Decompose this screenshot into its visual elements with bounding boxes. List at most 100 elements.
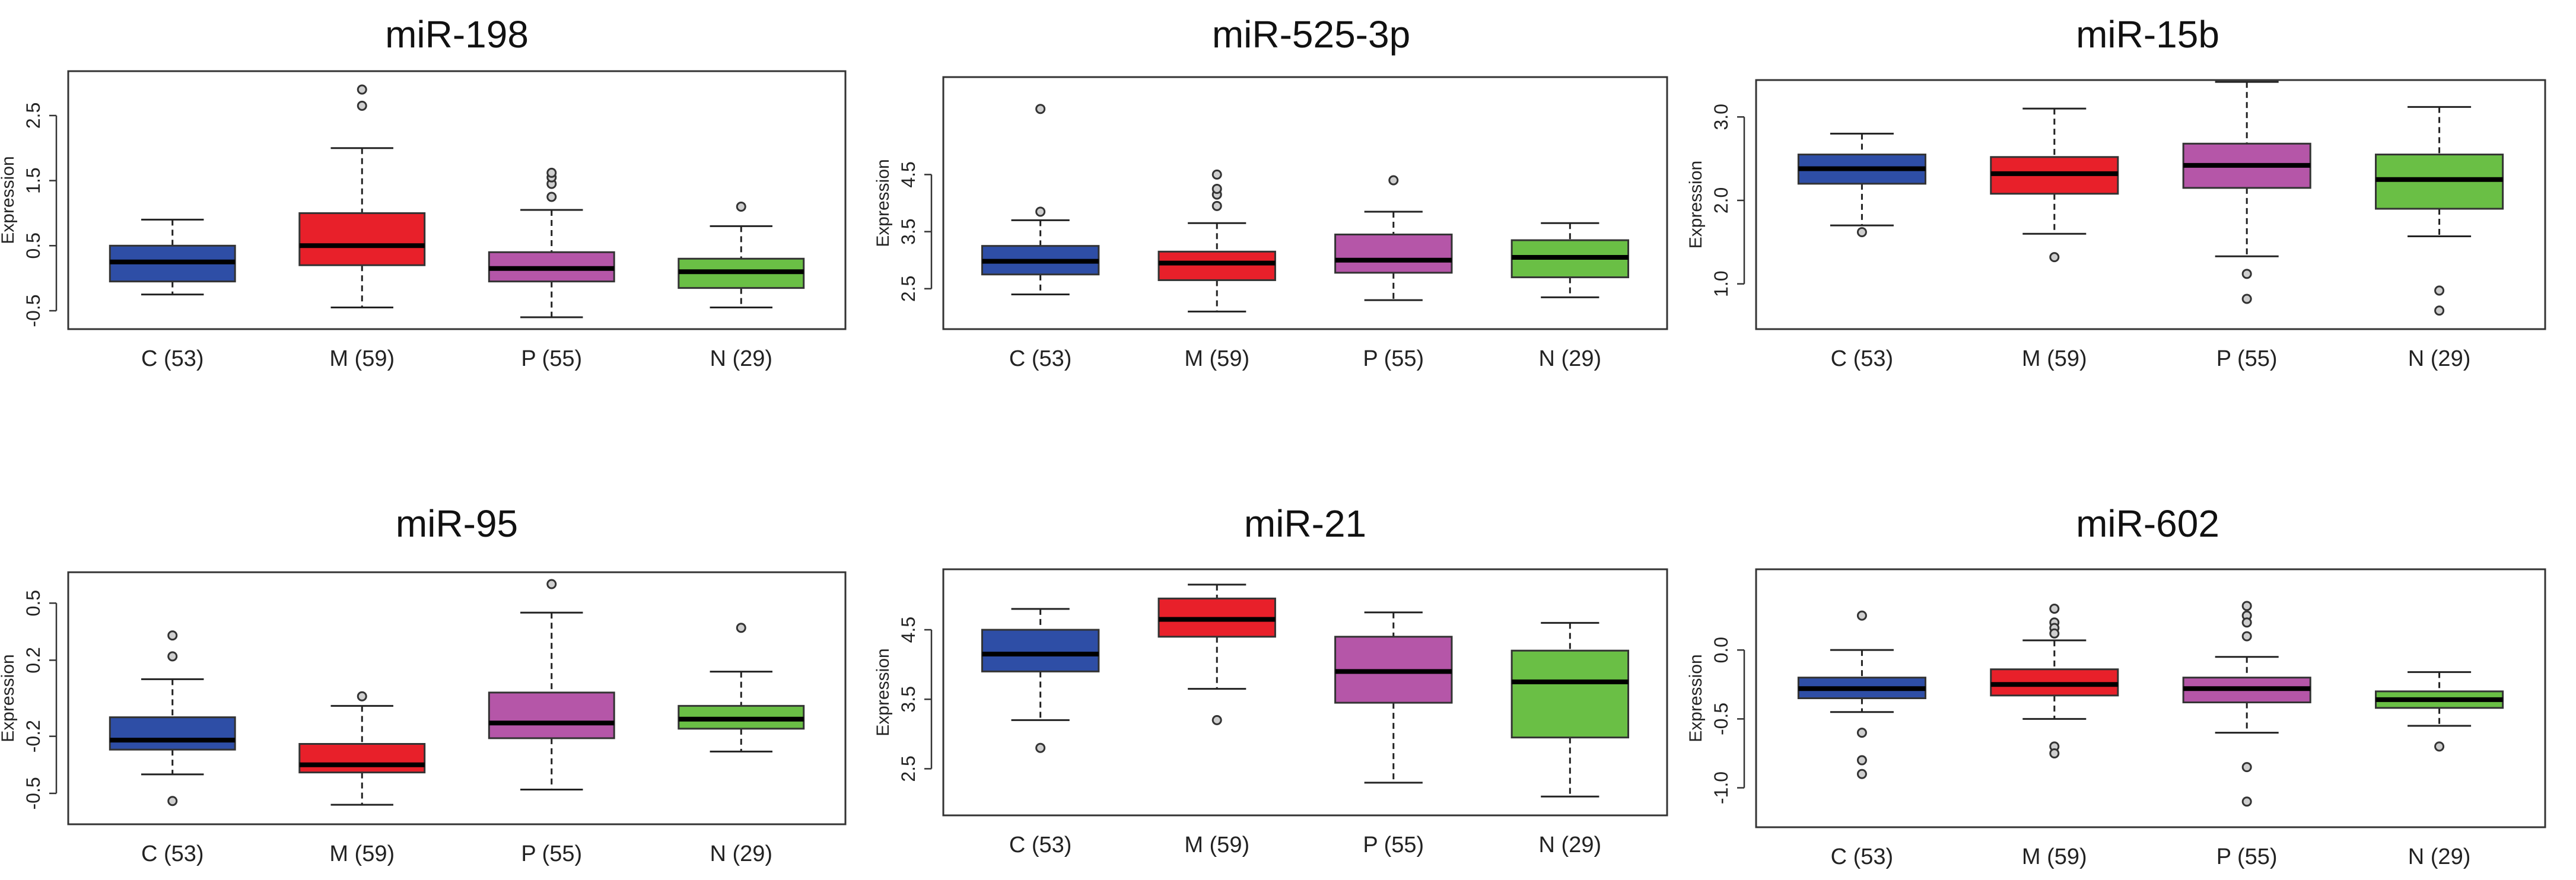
outlier-point: [2434, 741, 2445, 752]
iqr-box: [1510, 649, 1630, 739]
x-category-label: P (55): [1363, 346, 1424, 371]
panel-title: miR-95: [396, 502, 518, 545]
plot-frame: [942, 76, 1668, 330]
x-category-label: C (53): [1009, 833, 1072, 857]
y-axis-label: Expression: [0, 654, 18, 742]
panel-mir-15b: miR-15b 1.0 2.0 3.0 Expression C (53) M (59) P …: [1686, 13, 2546, 371]
x-category-label: M (59): [1184, 346, 1249, 371]
x-category-label: M (59): [2022, 346, 2087, 371]
box-n: [1510, 222, 1630, 298]
panel-title: miR-525-3p: [1212, 13, 1410, 56]
box-n: [2375, 106, 2504, 316]
x-category-label: N (29): [1539, 346, 1602, 371]
panel-title: miR-15b: [2076, 13, 2219, 56]
y-tick-label: -0.5: [23, 777, 44, 809]
y-tick-label: 2.0: [1710, 187, 1732, 213]
y-axis-label: Expression: [1686, 654, 1706, 742]
box-c: [109, 630, 236, 806]
outlier-point: [1856, 227, 1867, 237]
box-p: [488, 579, 615, 790]
outlier-point: [2241, 631, 2252, 642]
outlier-point: [1856, 610, 1867, 621]
y-tick-label: 2.5: [898, 755, 919, 782]
outlier-point: [1035, 206, 1046, 217]
box-m: [1157, 169, 1276, 313]
outlier-point: [167, 651, 178, 662]
box-n: [2375, 671, 2504, 752]
plot-frame: [67, 571, 847, 825]
y-axis-label: Expression: [873, 648, 893, 736]
outlier-point: [1856, 769, 1867, 779]
outlier-point: [2241, 617, 2252, 628]
y-tick-label: 3.5: [898, 218, 919, 244]
panel-mir-95: miR-95 -0.5 -0.2 0.2 0.5 Expression C (53) M (5…: [0, 502, 847, 866]
y-tick-label: -0.2: [23, 720, 44, 753]
outlier-point: [2241, 762, 2252, 773]
outlier-point: [546, 579, 557, 589]
outlier-point: [357, 84, 367, 95]
box-p: [1334, 611, 1453, 784]
outlier-point: [1388, 175, 1399, 186]
outlier-point: [1211, 183, 1222, 194]
iqr-box: [298, 743, 426, 774]
outlier-point: [2434, 305, 2445, 316]
outlier-point: [357, 691, 367, 702]
outlier-point: [736, 201, 746, 212]
plot-frame: [942, 568, 1668, 817]
y-tick-label: 3.0: [1710, 104, 1732, 130]
outlier-point: [1035, 104, 1046, 114]
y-axis-label: Expression: [0, 156, 18, 244]
box-m: [1157, 584, 1276, 725]
outlier-point: [2049, 628, 2060, 639]
y-tick-label: 3.5: [898, 686, 919, 712]
outlier-point: [2049, 252, 2060, 263]
y-tick-label: 0.5: [23, 590, 44, 616]
y-tick-label: 0.5: [23, 232, 44, 259]
y-tick-label: 0.2: [23, 647, 44, 673]
outlier-point: [546, 167, 557, 178]
x-category-label: N (29): [2408, 844, 2471, 869]
outlier-point: [167, 630, 178, 641]
panel-title: miR-21: [1244, 502, 1366, 545]
x-category-label: C (53): [141, 841, 204, 866]
x-category-label: C (53): [1831, 346, 1894, 371]
box-c: [109, 218, 236, 296]
x-category-label: N (29): [710, 346, 772, 371]
x-category-label: P (55): [2216, 844, 2278, 869]
iqr-box: [298, 212, 426, 266]
y-tick-label: 1.5: [23, 167, 44, 193]
outlier-point: [2241, 796, 2252, 807]
y-axis-label: Expression: [1686, 161, 1706, 248]
outlier-point: [736, 623, 746, 633]
x-category-label: P (55): [1363, 833, 1424, 857]
iqr-box: [109, 716, 236, 751]
plot-frame: [1755, 79, 2546, 330]
x-category-label: N (29): [2408, 346, 2471, 371]
box-p: [2182, 601, 2311, 807]
panel-title: miR-602: [2076, 502, 2219, 545]
outlier-point: [1211, 715, 1222, 725]
box-p: [2182, 81, 2311, 304]
x-category-label: N (29): [710, 841, 772, 866]
outlier-point: [2241, 294, 2252, 304]
box-n: [678, 201, 805, 309]
outlier-point: [1856, 728, 1867, 738]
y-tick-label: 2.5: [898, 276, 919, 302]
box-m: [298, 84, 426, 309]
y-tick-label: -0.5: [1710, 703, 1732, 735]
x-category-label: M (59): [329, 346, 395, 371]
outlier-point: [2049, 603, 2060, 614]
iqr-box: [1157, 250, 1276, 281]
outlier-point: [1211, 169, 1222, 180]
outlier-point: [2434, 285, 2445, 296]
panel-mir-198: miR-198 -0.5 0.5 1.5 2.5 Expression C (53) M (5…: [0, 13, 847, 371]
box-c: [981, 104, 1100, 295]
outlier-point: [167, 796, 178, 806]
y-axis-label: Expression: [873, 159, 893, 247]
y-tick-label: 2.5: [23, 103, 44, 129]
plot-frame: [67, 70, 847, 330]
x-category-label: M (59): [1184, 833, 1249, 857]
